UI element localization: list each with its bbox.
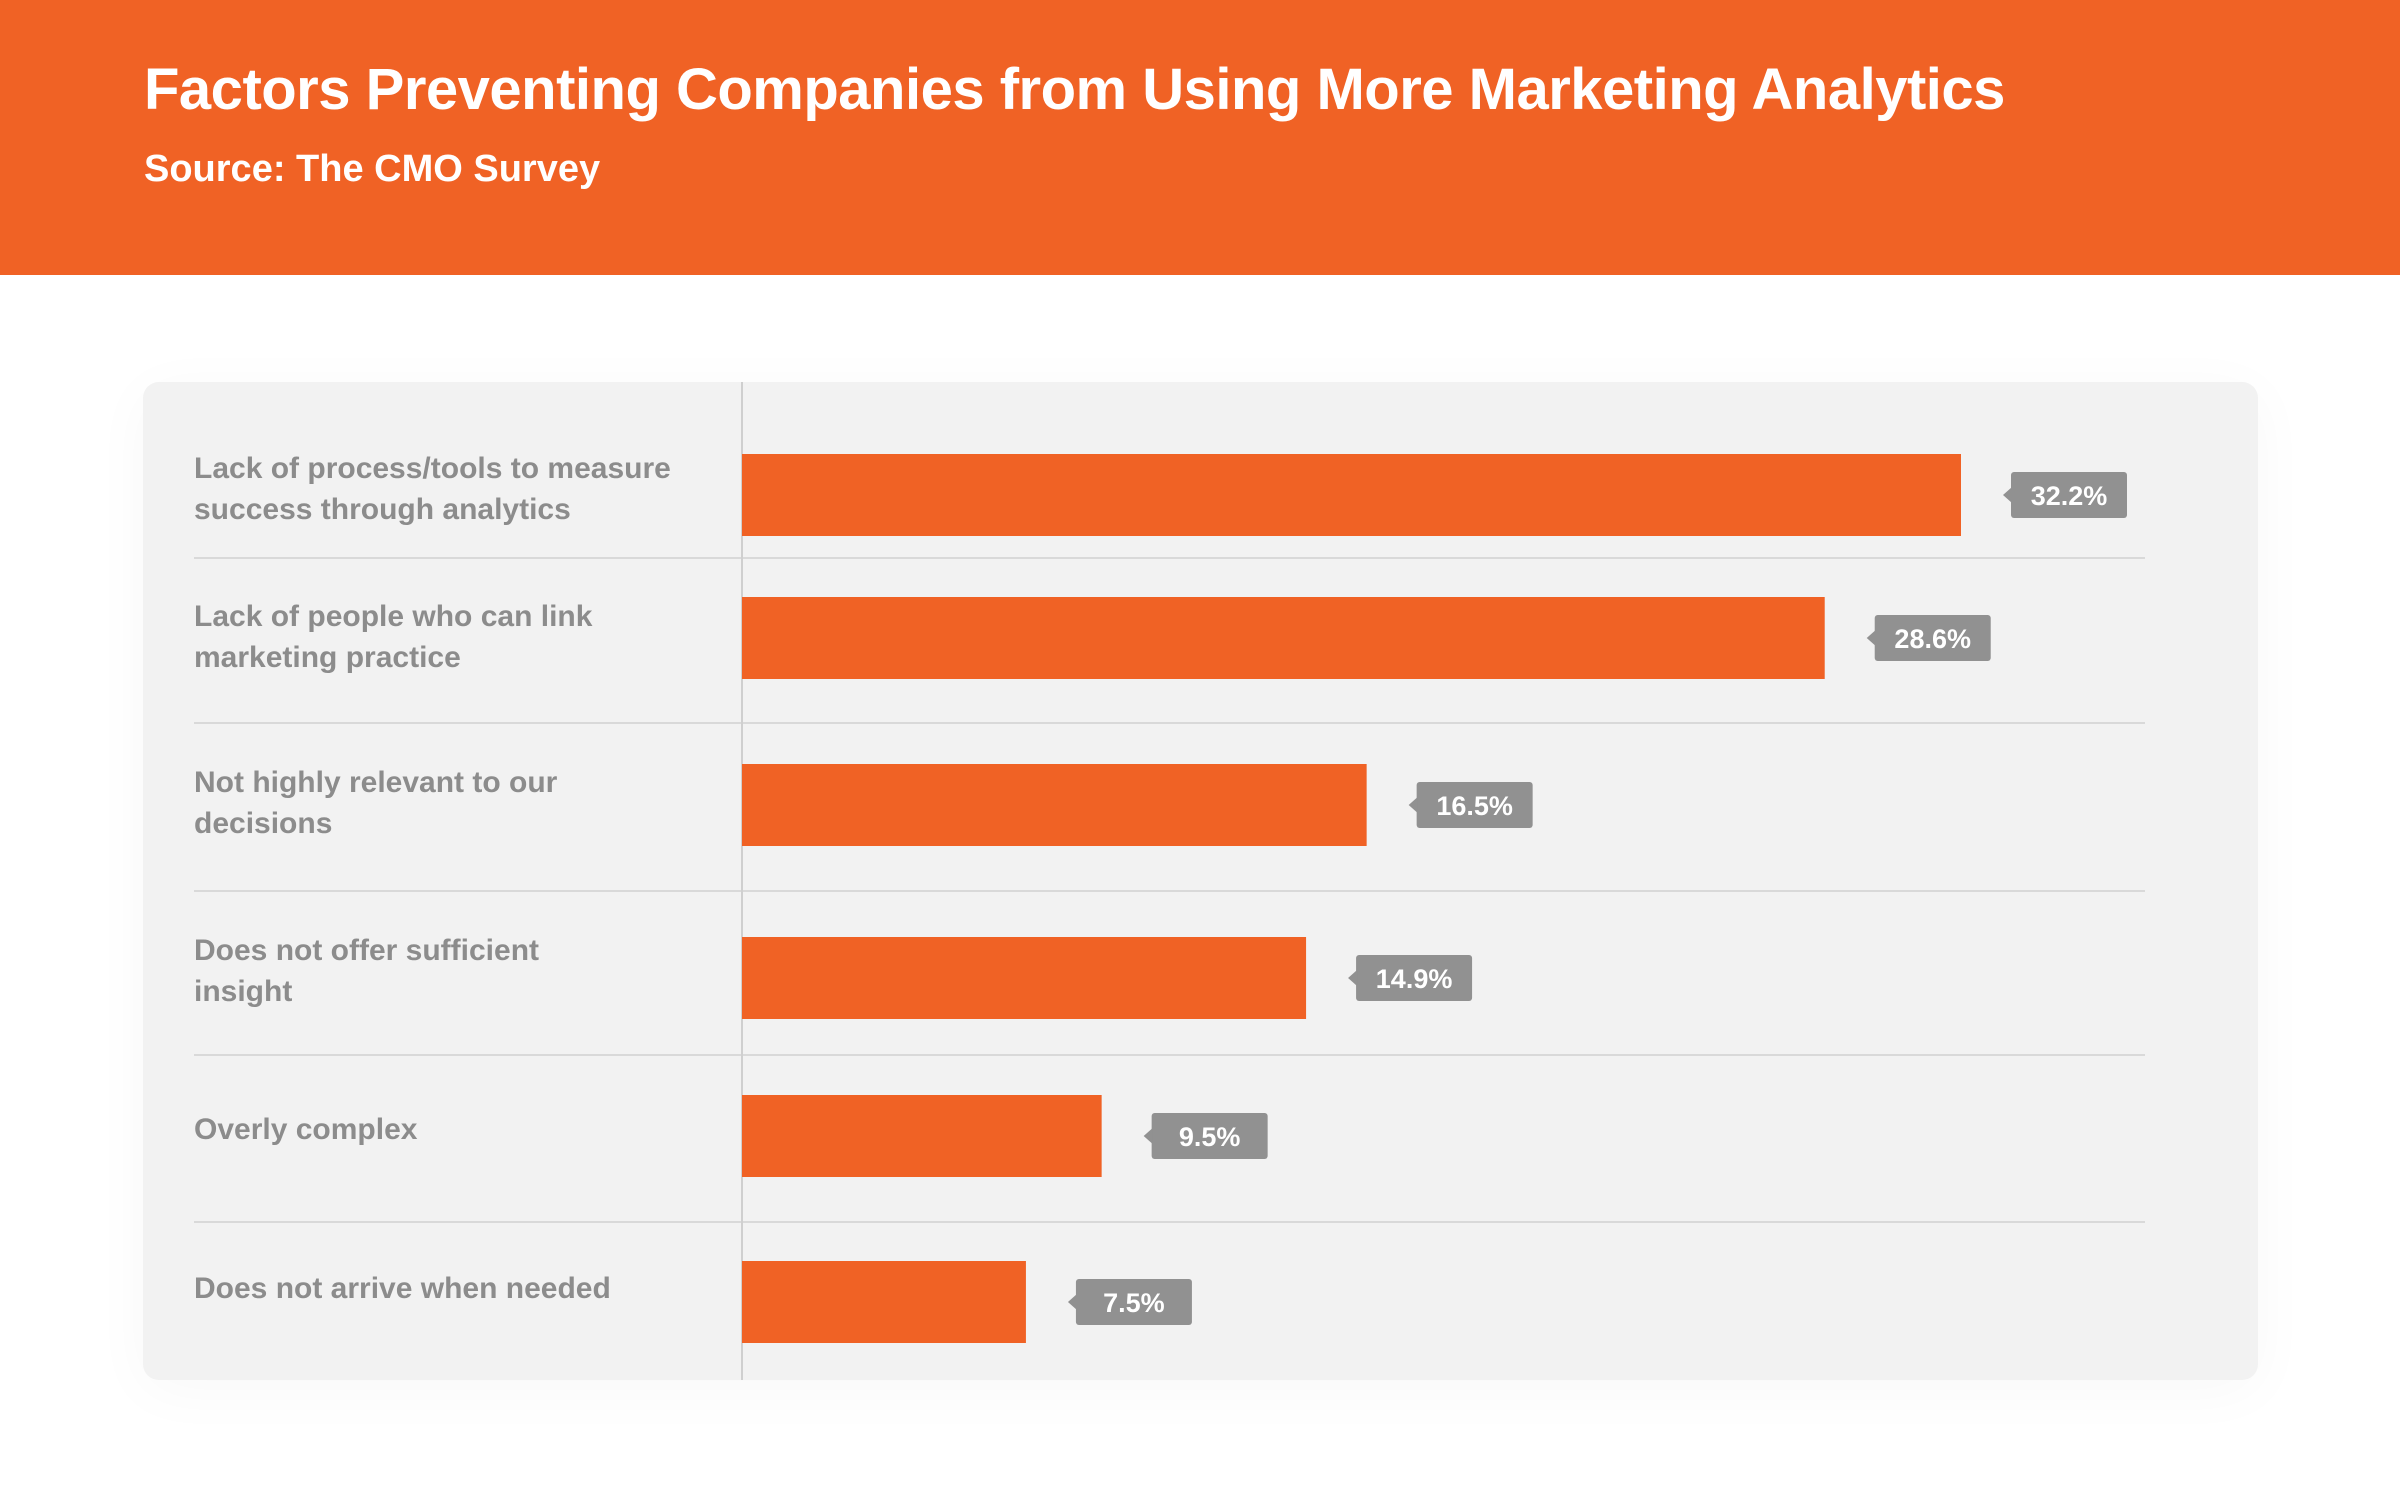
- bar: [742, 597, 1825, 679]
- value-label-pointer: [1866, 630, 1876, 646]
- value-label-box: [1356, 955, 1473, 1001]
- bar: [742, 937, 1307, 1019]
- value-label-box: [1075, 1279, 1192, 1325]
- value-label-pointer: [1348, 970, 1358, 986]
- category-label: Lack of process/tools to measure success…: [194, 452, 671, 526]
- category-label: Does not arrive when needed: [194, 1272, 611, 1305]
- bar: [742, 454, 1961, 536]
- value-label-box: [1151, 1113, 1268, 1159]
- value-label-pointer: [2003, 487, 2012, 503]
- data-label: 7.5%: [1103, 1288, 1165, 1318]
- chart-source: Source: The CMO Survey: [144, 148, 601, 190]
- header-banner: Factors Preventing Companies from Using …: [0, 0, 2400, 275]
- value-label-pointer: [1408, 797, 1418, 813]
- bar: [742, 1095, 1102, 1177]
- category-label: Overly complex: [194, 1113, 418, 1146]
- data-label: 9.5%: [1179, 1122, 1241, 1152]
- data-label: 32.2%: [2031, 481, 2108, 511]
- value-label-box: [1874, 615, 1991, 661]
- bar: [742, 1261, 1026, 1343]
- value-label-box: [1416, 782, 1533, 828]
- chart-panel: [143, 382, 2258, 1380]
- bar: [742, 764, 1367, 846]
- value-label-box: [2011, 472, 2127, 518]
- category-label: Lack of people who can link marketing pr…: [194, 600, 593, 674]
- data-label: 14.9%: [1376, 964, 1453, 994]
- value-label-pointer: [1067, 1294, 1077, 1310]
- value-label-pointer: [1143, 1128, 1153, 1144]
- chart-title: Factors Preventing Companies from Using …: [144, 57, 2005, 122]
- data-label: 28.6%: [1894, 624, 1971, 654]
- category-label: Not highly relevant to our decisions: [194, 766, 558, 840]
- category-label: Does not offer sufficient insight: [194, 934, 540, 1008]
- data-label: 16.5%: [1436, 791, 1513, 821]
